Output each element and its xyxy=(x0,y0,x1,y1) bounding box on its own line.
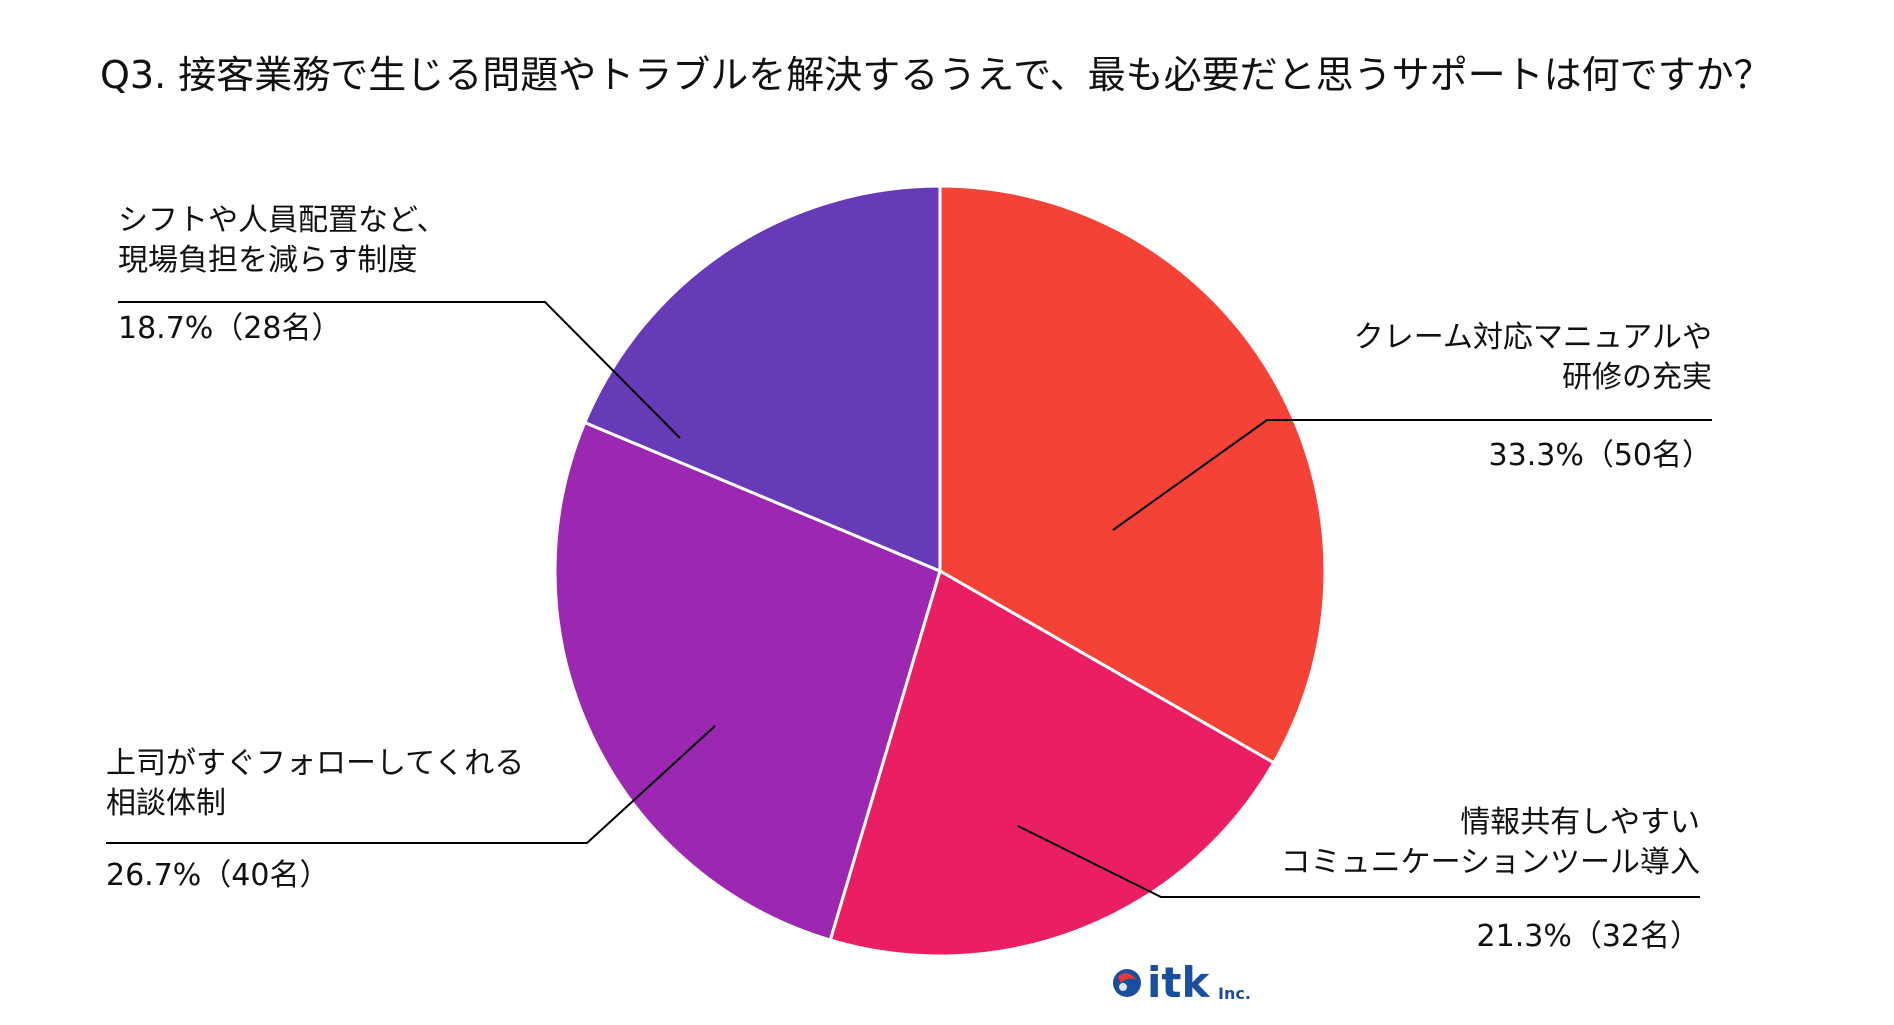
leader-line-3 xyxy=(106,725,716,844)
leader-line-4 xyxy=(118,301,681,439)
leader-line-1 xyxy=(1112,419,1712,531)
slice-label-4-line-2: 現場負担を減らす制度 xyxy=(118,243,417,278)
pie-slice-3 xyxy=(553,420,942,942)
slice-label-2-line-1: 情報共有しやすい xyxy=(1460,805,1700,840)
slice-value-label-1: 33.3%（50名） xyxy=(1489,438,1712,473)
slice-label-1-line-2: 研修の充実 xyxy=(1562,360,1712,395)
company-logo: itk Inc. xyxy=(1113,958,1251,1007)
pie-slice-4 xyxy=(582,184,942,574)
slice-value-label-3: 26.7%（40名） xyxy=(106,858,329,893)
pie-slice-1 xyxy=(938,184,1327,765)
logo-text: itk xyxy=(1147,958,1210,1007)
slice-label-4-line-1: シフトや人員配置など、 xyxy=(118,203,447,238)
leader-lines xyxy=(106,301,1712,898)
slice-label-2-line-2: コミュニケーションツール導入 xyxy=(1281,845,1700,880)
slice-value-label-2: 21.3%（32名） xyxy=(1477,919,1700,954)
slice-value-label-4: 18.7%（28名） xyxy=(118,311,341,346)
chart-title: Q3. 接客業務で生じる問題やトラブルを解決するうえで、最も必要だと思うサポート… xyxy=(100,53,1772,97)
pie-slices xyxy=(553,184,1327,958)
slice-label-3-line-1: 上司がすぐフォローしてくれる xyxy=(106,746,524,781)
logo-suffix: Inc. xyxy=(1218,984,1251,1003)
pie-slice-2 xyxy=(828,568,1276,958)
slice-label-1-line-1: クレーム対応マニュアルや xyxy=(1354,320,1712,355)
globe-icon xyxy=(1113,969,1141,997)
slice-label-3-line-2: 相談体制 xyxy=(106,786,226,821)
leader-line-2 xyxy=(1017,825,1700,898)
